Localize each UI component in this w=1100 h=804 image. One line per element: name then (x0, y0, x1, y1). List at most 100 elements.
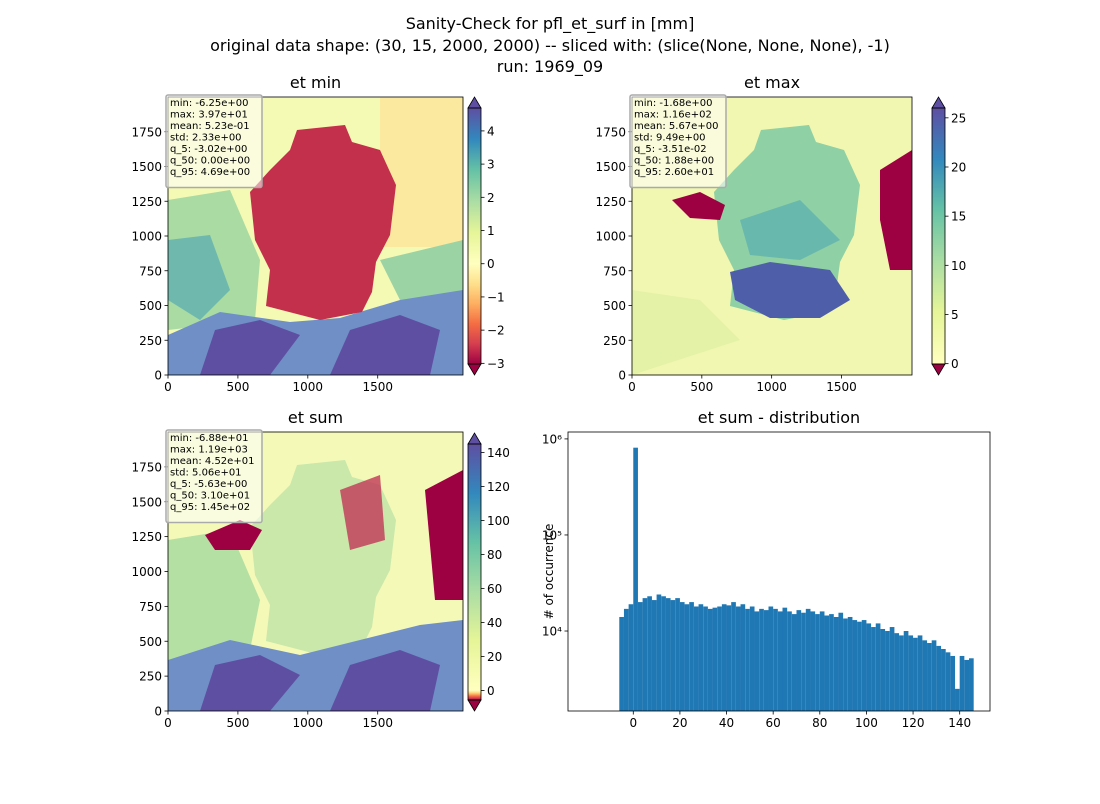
x-tick-label: 0 (164, 716, 172, 730)
axes-frame (631, 96, 913, 376)
x-tick-label: 500 (226, 716, 249, 730)
bar (656, 594, 662, 711)
x-tick-label: 80 (812, 716, 827, 730)
bar (959, 655, 965, 711)
stats-line: max: 1.19e+03 (170, 445, 248, 456)
bar (941, 648, 946, 711)
bar (857, 621, 862, 711)
colorbar-tick-label: 25 (951, 111, 966, 125)
y-tick-label: 500 (139, 635, 162, 649)
figure-subtitle: original data shape: (30, 15, 2000, 2000… (210, 36, 890, 55)
stats-line: min: -1.68e+00 (634, 98, 713, 109)
figure-title: Sanity-Check for pfl_et_surf in [mm] (406, 14, 695, 34)
x-tick-label: 500 (690, 380, 713, 394)
y-tick-label: 750 (603, 264, 626, 278)
colorbar-tick-label: −1 (487, 290, 505, 304)
stats-line: std: 9.49e+00 (634, 133, 706, 144)
stats-line: q_95: 4.69e+00 (170, 167, 250, 178)
bar (843, 618, 848, 711)
bar (693, 606, 699, 711)
stats-line: q_5: -5.63e+00 (170, 479, 247, 490)
y-tick-label: 0 (154, 705, 162, 719)
y-tick-label: 500 (139, 299, 162, 313)
y-tick-label: 10⁶ (542, 432, 562, 446)
bar (894, 633, 900, 711)
stats-box (165, 94, 263, 189)
bar (908, 635, 914, 711)
bar (927, 643, 932, 711)
colorbar-tick-label: 120 (487, 480, 510, 494)
bar (917, 635, 923, 711)
bar (913, 637, 918, 711)
colorbar-tick-label: 140 (487, 446, 510, 460)
y-tick-label: 750 (139, 600, 162, 614)
y-tick-label: 1250 (131, 530, 162, 544)
bar (824, 615, 830, 711)
bar (745, 608, 750, 711)
bar (679, 602, 685, 711)
y-tick-label: 0 (154, 369, 162, 383)
bar (763, 610, 769, 711)
x-tick-label: 120 (902, 716, 925, 730)
stats-line: std: 2.33e+00 (170, 133, 242, 144)
bar (936, 645, 942, 711)
y-tick-label: 1500 (131, 495, 162, 509)
stats-line: q_95: 1.45e+02 (170, 502, 250, 513)
bar (637, 602, 643, 711)
colorbar-tick-label: 20 (951, 160, 966, 174)
colorbar-tick-label: 4 (487, 124, 495, 138)
x-tick-label: 40 (719, 716, 734, 730)
bar (661, 596, 666, 711)
bar (670, 600, 676, 711)
bar (880, 628, 886, 711)
bar (773, 608, 778, 711)
bar (731, 602, 736, 711)
bar (651, 600, 657, 711)
bar (782, 607, 788, 711)
bar (623, 608, 629, 711)
colorbar-tick-label: 15 (951, 210, 966, 224)
colorbar-frame (931, 107, 946, 365)
axes-title: et max (744, 73, 800, 92)
bar (852, 620, 858, 711)
stats-line: q_95: 2.60e+01 (634, 167, 714, 178)
colorbar-frame (467, 443, 482, 701)
colorbar-tick-label: 10 (951, 259, 966, 273)
bar (787, 611, 792, 711)
x-tick-label: 1000 (756, 380, 787, 394)
bar (698, 604, 704, 711)
bar (717, 606, 722, 711)
bar (735, 606, 741, 711)
bar (969, 658, 974, 711)
stats-line: q_50: 0.00e+00 (170, 156, 250, 167)
bar (945, 652, 951, 711)
y-tick-label: 500 (603, 299, 626, 313)
colorbar-tick-label: 1 (487, 224, 495, 238)
colorbar-tick-label: 20 (487, 650, 502, 664)
colorbar (468, 108, 481, 364)
bar (815, 614, 820, 711)
stats-line: mean: 5.67e+00 (634, 121, 718, 132)
bar (754, 611, 760, 711)
y-tick-label: 250 (139, 670, 162, 684)
bar (889, 627, 895, 711)
bar (749, 606, 755, 711)
y-tick-label: 1750 (595, 125, 626, 139)
bar (833, 616, 839, 711)
x-tick-label: 1000 (293, 380, 324, 394)
y-tick-label: 750 (139, 264, 162, 278)
y-axis-label: # of occurrence (542, 524, 556, 620)
bar (768, 606, 774, 711)
bar (703, 606, 708, 711)
bar (759, 608, 764, 711)
x-tick-label: 1500 (826, 380, 857, 394)
axes-frame (567, 431, 991, 712)
bar (922, 640, 928, 711)
bar (665, 598, 671, 711)
axes-title: et sum (288, 408, 343, 427)
x-tick-label: 0 (629, 716, 637, 730)
bar (885, 631, 890, 711)
colorbar-tick-label: 0 (951, 357, 959, 371)
y-tick-label: 250 (603, 334, 626, 348)
